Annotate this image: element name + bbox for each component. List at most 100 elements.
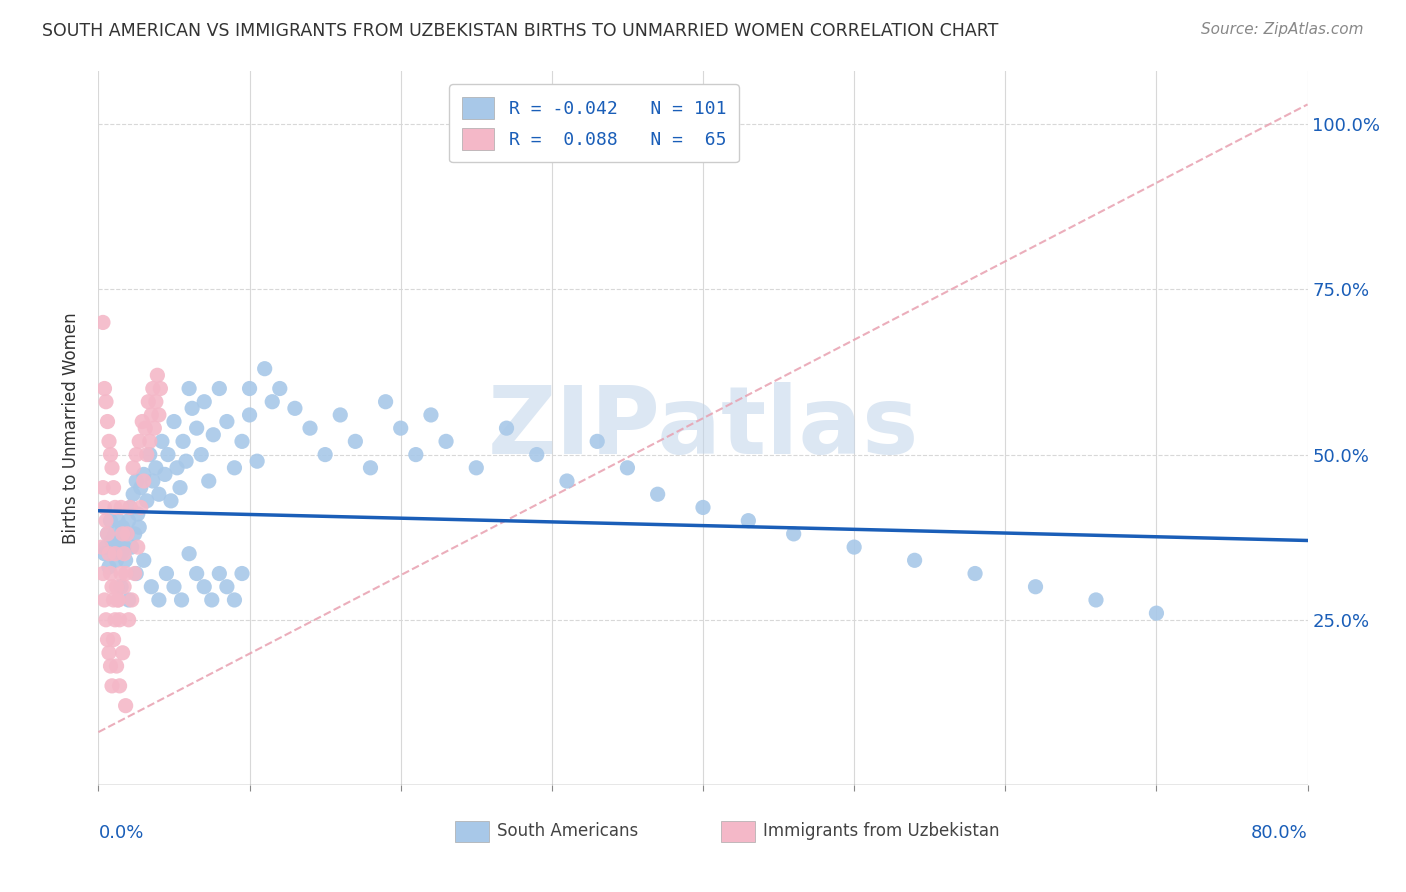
Point <box>389 421 412 435</box>
Point <box>163 580 186 594</box>
Point <box>143 421 166 435</box>
Point <box>172 434 194 449</box>
Point <box>110 566 132 581</box>
Point <box>495 421 517 435</box>
Point <box>329 408 352 422</box>
Point <box>156 448 179 462</box>
Point <box>179 382 201 396</box>
Point <box>114 566 136 581</box>
Point <box>103 481 125 495</box>
Text: Source: ZipAtlas.com: Source: ZipAtlas.com <box>1201 22 1364 37</box>
Point <box>844 540 866 554</box>
Point <box>197 474 219 488</box>
Point <box>231 566 253 581</box>
Point <box>114 698 136 713</box>
Point <box>262 394 284 409</box>
Point <box>115 527 138 541</box>
Point <box>114 553 136 567</box>
Point <box>163 415 186 429</box>
Point <box>135 448 157 462</box>
Point <box>120 500 142 515</box>
Legend: R = -0.042   N = 101, R =  0.088   N =  65: R = -0.042 N = 101, R = 0.088 N = 65 <box>450 84 740 162</box>
Point <box>145 460 167 475</box>
Point <box>96 527 118 541</box>
Point <box>125 566 148 581</box>
Point <box>405 448 427 462</box>
Point <box>737 514 759 528</box>
Point <box>111 527 134 541</box>
Point <box>134 421 156 435</box>
Point <box>141 408 163 422</box>
Point <box>208 382 231 396</box>
Point <box>96 527 118 541</box>
Bar <box>456 821 489 842</box>
Point <box>239 408 262 422</box>
Point <box>90 540 112 554</box>
Point <box>141 580 163 594</box>
Point <box>783 527 806 541</box>
Point <box>120 500 142 515</box>
Point <box>101 679 124 693</box>
Point <box>101 533 124 548</box>
Point <box>136 394 159 409</box>
Point <box>100 659 122 673</box>
Text: South Americans: South Americans <box>498 822 638 840</box>
Point <box>112 580 135 594</box>
Point <box>110 580 132 594</box>
Point <box>100 448 122 462</box>
Point <box>215 580 238 594</box>
Point <box>201 593 224 607</box>
Point <box>616 460 638 475</box>
Point <box>139 448 162 462</box>
Point <box>104 547 127 561</box>
Point <box>94 394 117 409</box>
Point <box>299 421 322 435</box>
Point <box>160 493 183 508</box>
Point <box>93 500 115 515</box>
Point <box>169 481 191 495</box>
Point <box>202 427 225 442</box>
Point <box>1144 606 1167 620</box>
Point <box>148 408 170 422</box>
Point <box>105 580 128 594</box>
Point <box>465 460 488 475</box>
Point <box>231 434 253 449</box>
Point <box>93 382 115 396</box>
Point <box>96 632 118 647</box>
Point <box>360 460 382 475</box>
Point <box>374 394 396 409</box>
Point <box>142 382 165 396</box>
Point <box>125 474 148 488</box>
Point <box>284 401 307 416</box>
Point <box>104 613 127 627</box>
Point <box>112 547 135 561</box>
Point <box>193 580 215 594</box>
Point <box>170 593 193 607</box>
Text: 80.0%: 80.0% <box>1251 824 1308 842</box>
Point <box>110 500 132 515</box>
Point <box>121 593 143 607</box>
Point <box>98 547 121 561</box>
Bar <box>721 821 755 842</box>
Point <box>125 448 148 462</box>
Point <box>104 500 127 515</box>
Point <box>239 382 262 396</box>
Point <box>253 361 276 376</box>
Point <box>647 487 669 501</box>
Point <box>127 540 149 554</box>
Point <box>98 434 121 449</box>
Point <box>94 514 117 528</box>
Point <box>111 646 134 660</box>
Point <box>965 566 987 581</box>
Point <box>215 415 238 429</box>
Point <box>110 547 132 561</box>
Point <box>121 540 143 554</box>
Point <box>128 520 150 534</box>
Point <box>224 593 246 607</box>
Point <box>127 507 149 521</box>
Point <box>166 460 188 475</box>
Point <box>132 553 155 567</box>
Point <box>124 566 146 581</box>
Point <box>174 454 197 468</box>
Text: ZIPatlas: ZIPatlas <box>488 382 918 475</box>
